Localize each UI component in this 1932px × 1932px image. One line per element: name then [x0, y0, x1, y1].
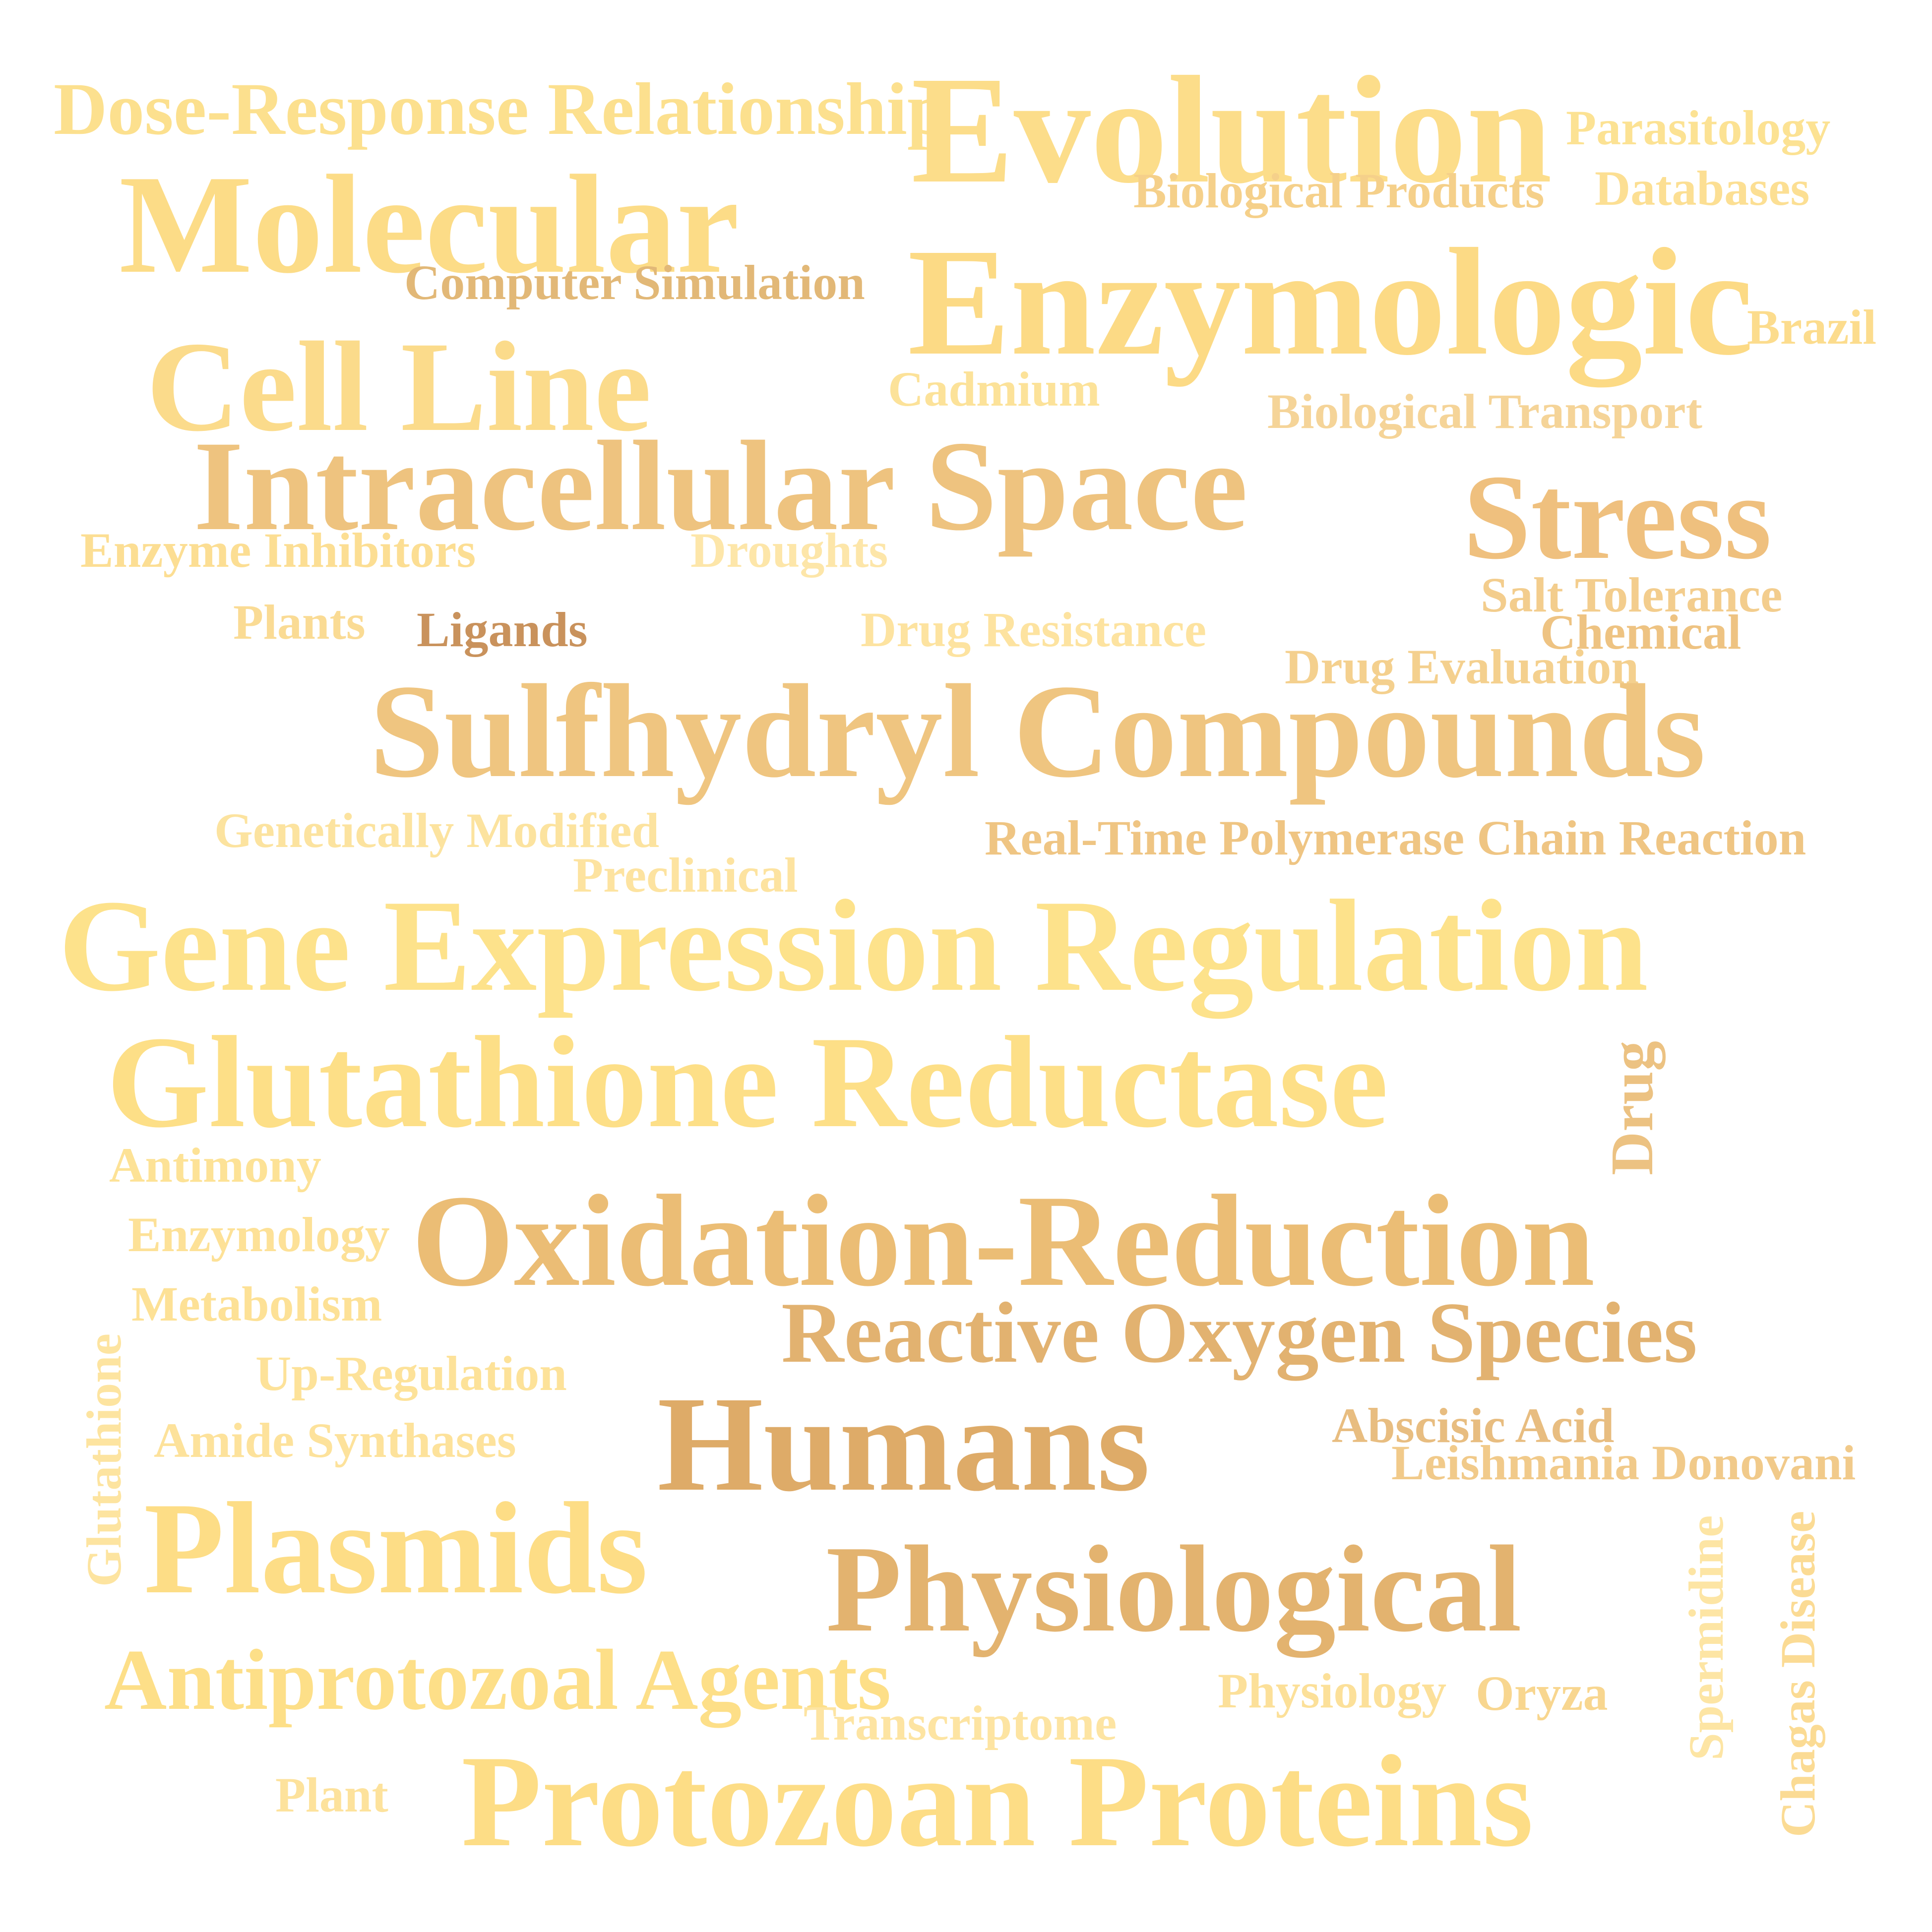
word-plant: Plant: [275, 1767, 388, 1822]
word-drug-evaluation: Drug Evaluation: [1285, 639, 1639, 694]
word-databases: Databases: [1595, 161, 1810, 216]
word-plasmids: Plasmids: [144, 1476, 648, 1621]
word-spermidine: Spermidine: [1679, 1515, 1734, 1760]
word-sulfhydryl-compounds: Sulfhydryl Compounds: [370, 657, 1706, 805]
word-transcriptome: Transcriptome: [804, 1695, 1117, 1751]
word-glutathione-reductase: Glutathione Reductase: [107, 1010, 1388, 1155]
word-cadmium: Cadmium: [888, 362, 1100, 417]
word-enzymologic: Enzymologic: [908, 217, 1753, 387]
word-physiology: Physiology: [1218, 1663, 1447, 1718]
word-evolution: Evolution: [911, 45, 1553, 215]
word-enzyme-inhibitors: Enzyme Inhibitors: [80, 523, 476, 578]
word-protozoan-proteins: Protozoan Proteins: [461, 1729, 1534, 1874]
word-oxidation-reduction: Oxidation-Reduction: [412, 1168, 1595, 1314]
word-intracellular-space: Intracellular Space: [193, 415, 1248, 557]
word-abscisic-acid: Abscisic Acid: [1332, 1398, 1615, 1453]
word-antiprotozoal-agents: Antiprotozoal Agents: [104, 1631, 891, 1728]
word-droughts: Droughts: [690, 523, 888, 578]
word-biological-transport: Biological Transport: [1267, 384, 1702, 439]
word-cell-line: Cell Line: [146, 315, 652, 458]
word-drug: Drug: [1599, 1040, 1666, 1175]
word-stress: Stress: [1463, 450, 1772, 584]
word-oryza: Oryza: [1476, 1666, 1608, 1721]
word-drug-resistance: Drug Resistance: [861, 602, 1207, 657]
word-antimony: Antimony: [109, 1138, 321, 1193]
word-biological-products: Biological Products: [1133, 163, 1545, 218]
word-chagas-disease: Chagas Disease: [1770, 1510, 1825, 1837]
word-up-regulation: Up-Regulation: [255, 1346, 567, 1401]
word-molecular: Molecular: [119, 146, 740, 302]
word-enzymology: Enzymology: [128, 1207, 390, 1262]
word-leishmania-donovani: Leishmania Donovani: [1391, 1435, 1856, 1490]
word-chemical: Chemical: [1540, 604, 1742, 660]
word-physiological: Physiological: [826, 1520, 1522, 1658]
word-ligands: Ligands: [417, 602, 588, 657]
word-gene-expression-regulation: Gene Expression Regulation: [59, 873, 1648, 1019]
word-glutathione: Glutathione: [76, 1333, 131, 1587]
word-real-time-pcr: Real-Time Polymerase Chain Reaction: [985, 810, 1807, 865]
word-metabolism: Metabolism: [131, 1276, 382, 1331]
word-brazil: Brazil: [1747, 300, 1877, 355]
word-preclinical: Preclinical: [573, 847, 798, 903]
word-amide-synthases: Amide Synthases: [154, 1413, 516, 1468]
word-plants: Plants: [233, 595, 366, 650]
word-dose-response-relationship: Dose-Response Relationship: [54, 68, 949, 150]
word-humans: Humans: [657, 1369, 1150, 1519]
word-salt-tolerance: Salt Tolerance: [1481, 567, 1783, 622]
word-parasitology: Parasitology: [1566, 100, 1831, 155]
word-genetically-modified: Genetically Modified: [214, 803, 660, 858]
word-reactive-oxygen-species: Reactive Oxygen Species: [781, 1284, 1697, 1381]
word-computer-simulation: Computer Simulation: [404, 255, 865, 310]
